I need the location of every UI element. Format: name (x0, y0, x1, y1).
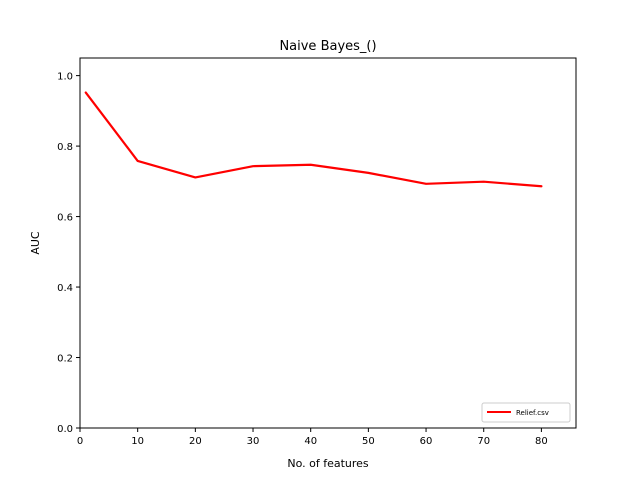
x-axis-label: No. of features (287, 457, 369, 470)
legend: Relief.csv (481, 402, 571, 423)
plot-frame (79, 57, 577, 429)
y-axis: 0.0 0.2 0.4 0.6 0.8 1.0 (57, 72, 80, 435)
legend-box (481, 402, 571, 423)
x-tick-label: 30 (247, 436, 260, 447)
y-tick-label: 1.0 (57, 72, 73, 83)
y-axis-label: AUC (29, 231, 42, 255)
x-tick-label: 0 (77, 436, 83, 447)
data-point (310, 164, 312, 166)
x-tick-label: 60 (420, 436, 433, 447)
x-axis: 0 10 20 30 40 50 60 70 80 (77, 428, 548, 447)
chart-title: Naive Bayes_() (279, 39, 376, 54)
data-point (194, 176, 196, 178)
x-tick-label: 40 (304, 436, 317, 447)
plot-area (79, 57, 577, 429)
series-line-0 (84, 91, 543, 188)
y-tick-label: 0.4 (57, 283, 73, 294)
series-layer (84, 91, 543, 188)
x-tick-label: 70 (477, 436, 490, 447)
y-tick-label: 0.0 (57, 424, 73, 435)
x-tick-label: 10 (131, 436, 144, 447)
data-point (367, 172, 369, 174)
legend-label: Relief.csv (516, 409, 549, 417)
data-point (85, 92, 87, 94)
y-tick-label: 0.2 (57, 354, 73, 365)
data-point (425, 183, 427, 185)
data-point (252, 165, 254, 167)
data-point (137, 160, 139, 162)
y-tick-label: 0.8 (57, 142, 73, 153)
x-tick-label: 50 (362, 436, 375, 447)
data-point (483, 181, 485, 183)
data-point (540, 185, 542, 187)
y-tick-label: 0.6 (57, 213, 73, 224)
x-tick-label: 20 (189, 436, 202, 447)
x-tick-label: 80 (535, 436, 548, 447)
